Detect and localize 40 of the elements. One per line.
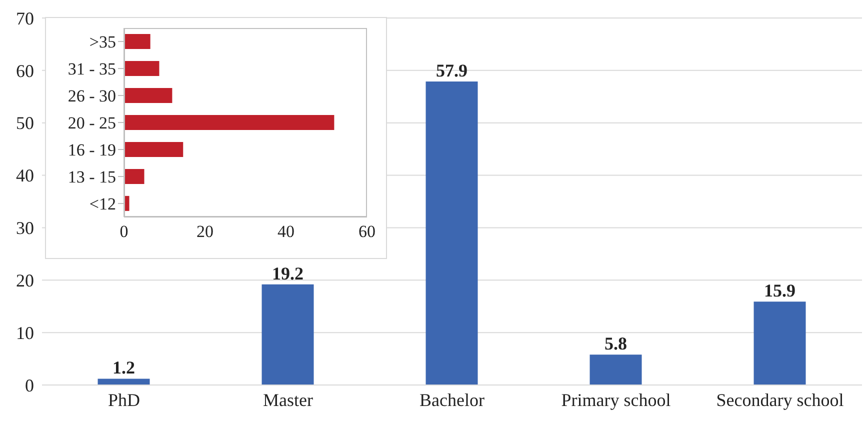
y-tick-label: 16 - 19 — [68, 140, 116, 160]
y-tick-label: 13 - 15 — [68, 168, 116, 187]
x-tick-label: 0 — [120, 222, 128, 242]
y-tick-label: 20 — [16, 270, 34, 291]
bar — [124, 114, 334, 130]
data-label: 5.8 — [604, 334, 628, 354]
y-tick-label: 70 — [16, 8, 34, 28]
bar — [124, 60, 160, 76]
bar — [124, 88, 172, 103]
bar — [124, 34, 150, 49]
bar — [590, 354, 642, 385]
x-tick-label: PhD — [108, 390, 140, 410]
data-label: 19.2 — [272, 263, 304, 284]
bar — [262, 284, 314, 385]
bar — [124, 142, 184, 157]
x-tick-label: 40 — [278, 222, 294, 242]
x-tick-label: Primary school — [561, 390, 671, 410]
y-tick-label: 26 - 30 — [68, 86, 116, 106]
y-tick-label: 60 — [16, 60, 34, 81]
x-tick-label: 60 — [358, 222, 376, 242]
bar — [754, 302, 806, 385]
x-tick-label: Secondary school — [716, 390, 844, 410]
y-tick-label: 40 — [16, 166, 34, 186]
y-tick-label: <12 — [89, 194, 116, 214]
bar — [124, 168, 144, 184]
y-tick-label: 31 - 35 — [68, 60, 116, 79]
x-tick-label: 20 — [196, 222, 214, 242]
y-tick-label: 20 - 25 — [68, 114, 116, 133]
y-tick-label: 50 — [16, 113, 34, 134]
data-label: 57.9 — [436, 60, 468, 80]
y-tick-label: >35 — [89, 32, 116, 52]
x-tick-label: Master — [263, 390, 313, 410]
y-tick-label: 10 — [16, 322, 34, 343]
data-label: 1.2 — [112, 358, 136, 378]
y-tick-label: 30 — [16, 218, 34, 238]
x-tick-label: Bachelor — [420, 390, 484, 410]
bar — [426, 81, 478, 385]
data-label: 15.9 — [764, 280, 796, 301]
bar — [98, 378, 150, 385]
y-tick-label: 0 — [25, 375, 34, 396]
